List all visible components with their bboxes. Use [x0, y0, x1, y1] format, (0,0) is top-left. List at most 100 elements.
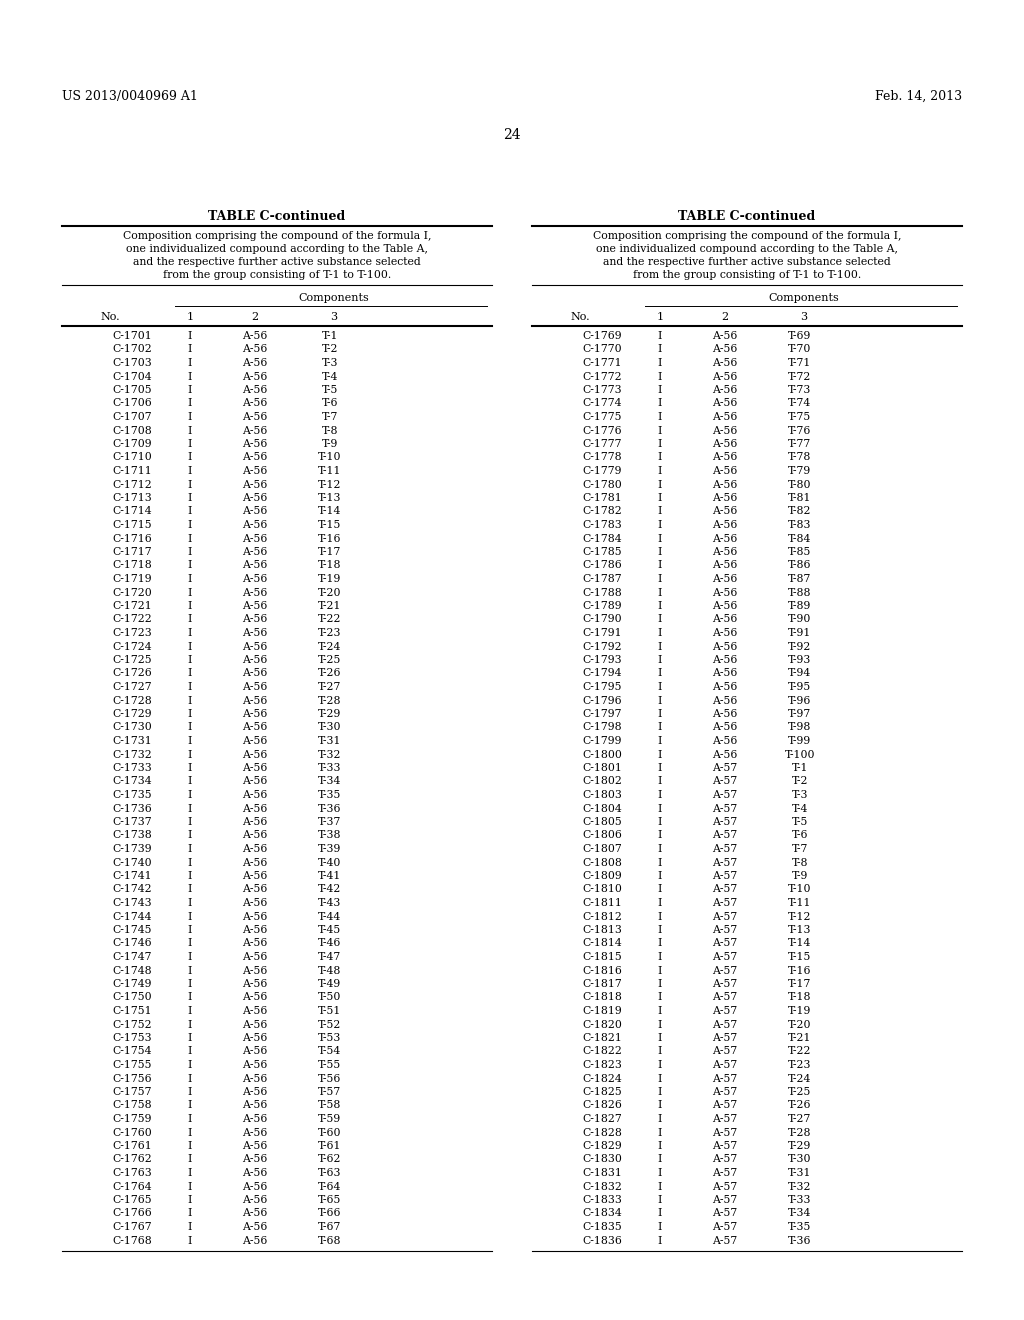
Text: A-56: A-56 — [243, 331, 267, 341]
Text: I: I — [187, 1222, 193, 1232]
Text: Feb. 14, 2013: Feb. 14, 2013 — [874, 90, 962, 103]
Text: A-56: A-56 — [243, 858, 267, 867]
Text: I: I — [187, 709, 193, 719]
Text: T-47: T-47 — [318, 952, 342, 962]
Text: C-1831: C-1831 — [582, 1168, 622, 1177]
Text: C-1801: C-1801 — [582, 763, 622, 774]
Text: A-57: A-57 — [713, 979, 737, 989]
Text: I: I — [657, 722, 663, 733]
Text: A-56: A-56 — [243, 574, 267, 583]
Text: C-1704: C-1704 — [113, 371, 152, 381]
Text: T-91: T-91 — [788, 628, 812, 638]
Text: T-28: T-28 — [788, 1127, 812, 1138]
Text: A-56: A-56 — [713, 601, 737, 611]
Text: C-1720: C-1720 — [112, 587, 152, 598]
Text: A-56: A-56 — [243, 763, 267, 774]
Text: T-20: T-20 — [788, 1019, 812, 1030]
Text: 3: 3 — [800, 312, 807, 322]
Text: A-57: A-57 — [713, 1114, 737, 1125]
Text: T-60: T-60 — [318, 1127, 342, 1138]
Text: I: I — [187, 925, 193, 935]
Text: C-1707: C-1707 — [113, 412, 152, 422]
Text: from the group consisting of T-1 to T-100.: from the group consisting of T-1 to T-10… — [163, 271, 391, 280]
Text: I: I — [187, 479, 193, 490]
Text: I: I — [657, 385, 663, 395]
Text: C-1753: C-1753 — [113, 1034, 152, 1043]
Text: I: I — [657, 804, 663, 813]
Text: C-1721: C-1721 — [112, 601, 152, 611]
Text: C-1809: C-1809 — [582, 871, 622, 880]
Text: I: I — [187, 898, 193, 908]
Text: T-22: T-22 — [318, 615, 342, 624]
Text: T-18: T-18 — [318, 561, 342, 570]
Text: T-19: T-19 — [318, 574, 342, 583]
Text: I: I — [187, 843, 193, 854]
Text: C-1712: C-1712 — [112, 479, 152, 490]
Text: A-56: A-56 — [243, 884, 267, 895]
Text: T-40: T-40 — [318, 858, 342, 867]
Text: A-56: A-56 — [243, 830, 267, 841]
Text: C-1729: C-1729 — [113, 709, 152, 719]
Text: A-56: A-56 — [243, 533, 267, 544]
Text: A-56: A-56 — [243, 722, 267, 733]
Text: A-56: A-56 — [243, 737, 267, 746]
Text: A-57: A-57 — [713, 858, 737, 867]
Text: C-1797: C-1797 — [583, 709, 622, 719]
Text: A-56: A-56 — [713, 642, 737, 652]
Text: C-1820: C-1820 — [582, 1019, 622, 1030]
Text: I: I — [657, 561, 663, 570]
Text: T-61: T-61 — [318, 1140, 342, 1151]
Text: A-56: A-56 — [243, 939, 267, 949]
Text: C-1798: C-1798 — [583, 722, 622, 733]
Text: C-1782: C-1782 — [582, 507, 622, 516]
Text: C-1824: C-1824 — [582, 1073, 622, 1084]
Text: C-1816: C-1816 — [582, 965, 622, 975]
Text: T-43: T-43 — [318, 898, 342, 908]
Text: A-56: A-56 — [243, 479, 267, 490]
Text: C-1826: C-1826 — [582, 1101, 622, 1110]
Text: C-1776: C-1776 — [583, 425, 622, 436]
Text: C-1790: C-1790 — [583, 615, 622, 624]
Text: I: I — [187, 817, 193, 828]
Text: A-57: A-57 — [713, 1019, 737, 1030]
Text: I: I — [657, 520, 663, 531]
Text: C-1784: C-1784 — [583, 533, 622, 544]
Text: A-56: A-56 — [713, 709, 737, 719]
Text: T-41: T-41 — [318, 871, 342, 880]
Text: A-56: A-56 — [243, 520, 267, 531]
Text: A-56: A-56 — [243, 1060, 267, 1071]
Text: C-1718: C-1718 — [112, 561, 152, 570]
Text: I: I — [187, 507, 193, 516]
Text: C-1703: C-1703 — [112, 358, 152, 368]
Text: T-81: T-81 — [788, 492, 812, 503]
Text: A-56: A-56 — [243, 1127, 267, 1138]
Text: T-95: T-95 — [788, 682, 812, 692]
Text: I: I — [657, 858, 663, 867]
Text: C-1825: C-1825 — [582, 1086, 622, 1097]
Text: I: I — [187, 425, 193, 436]
Text: A-56: A-56 — [243, 668, 267, 678]
Text: C-1791: C-1791 — [583, 628, 622, 638]
Text: T-1: T-1 — [792, 763, 808, 774]
Text: I: I — [657, 776, 663, 787]
Text: T-50: T-50 — [318, 993, 342, 1002]
Text: A-57: A-57 — [713, 925, 737, 935]
Text: I: I — [187, 1019, 193, 1030]
Text: T-53: T-53 — [318, 1034, 342, 1043]
Text: I: I — [187, 655, 193, 665]
Text: T-31: T-31 — [788, 1168, 812, 1177]
Text: I: I — [657, 574, 663, 583]
Text: T-24: T-24 — [318, 642, 342, 652]
Text: A-56: A-56 — [713, 358, 737, 368]
Text: Composition comprising the compound of the formula I,: Composition comprising the compound of t… — [123, 231, 431, 242]
Text: T-15: T-15 — [788, 952, 812, 962]
Text: C-1762: C-1762 — [112, 1155, 152, 1164]
Text: T-30: T-30 — [788, 1155, 812, 1164]
Text: A-57: A-57 — [713, 1236, 737, 1246]
Text: T-17: T-17 — [788, 979, 812, 989]
Text: A-56: A-56 — [713, 345, 737, 355]
Text: A-56: A-56 — [713, 737, 737, 746]
Text: I: I — [657, 871, 663, 880]
Text: T-14: T-14 — [318, 507, 342, 516]
Text: A-56: A-56 — [243, 1222, 267, 1232]
